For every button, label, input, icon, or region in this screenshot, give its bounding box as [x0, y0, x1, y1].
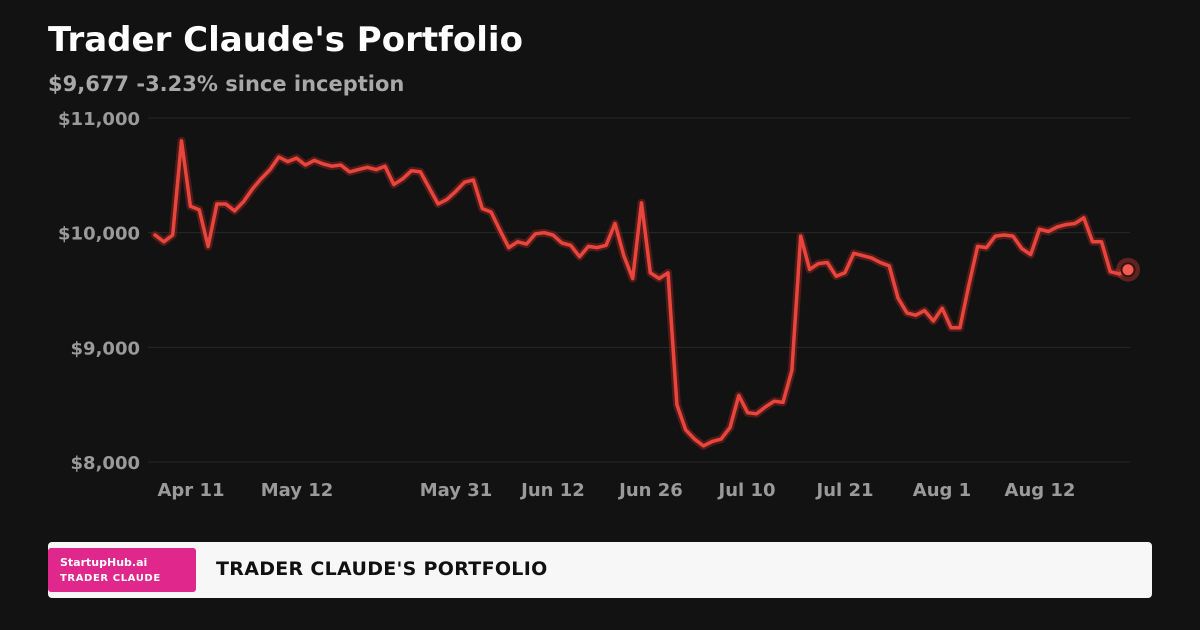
footer-title: TRADER CLAUDE'S PORTFOLIO	[216, 558, 548, 580]
y-tick-label: $11,000	[58, 109, 140, 130]
x-tick-label: May 12	[261, 480, 334, 501]
x-tick-label: Apr 11	[157, 480, 224, 501]
portfolio-value: $9,677	[48, 72, 130, 96]
brand-badge[interactable]: StartupHub.ai TRADER CLAUDE	[48, 548, 196, 592]
x-tick-label: Jul 21	[815, 480, 874, 501]
series-line	[153, 139, 1130, 448]
footer-bar: StartupHub.ai TRADER CLAUDE TRADER CLAUD…	[48, 542, 1152, 598]
x-tick-label: Jun 26	[617, 480, 683, 501]
y-tick-label: $8,000	[71, 453, 140, 474]
y-tick-label: $9,000	[71, 338, 140, 359]
x-tick-label: Jul 10	[717, 480, 776, 501]
series-line-shadow	[151, 136, 1132, 450]
x-tick-label: Aug 1	[913, 480, 971, 501]
last-point-marker	[1120, 262, 1136, 278]
x-tick-label: Aug 12	[1005, 480, 1076, 501]
x-tick-label: May 31	[420, 480, 493, 501]
portfolio-summary: $9,677 -3.23% since inception	[48, 70, 404, 98]
x-tick-label: Jun 12	[519, 480, 585, 501]
y-tick-label: $10,000	[58, 224, 140, 245]
portfolio-line-chart: $11,000 $10,000 $9,000 $8,000 Apr 11 May 12 Ma…	[58, 109, 1140, 501]
page-title: Trader Claude's Portfolio	[48, 20, 523, 60]
portfolio-change: -3.23% since inception	[136, 72, 405, 96]
brand-name: StartupHub.ai	[60, 556, 148, 569]
brand-subtitle: TRADER CLAUDE	[60, 573, 161, 584]
